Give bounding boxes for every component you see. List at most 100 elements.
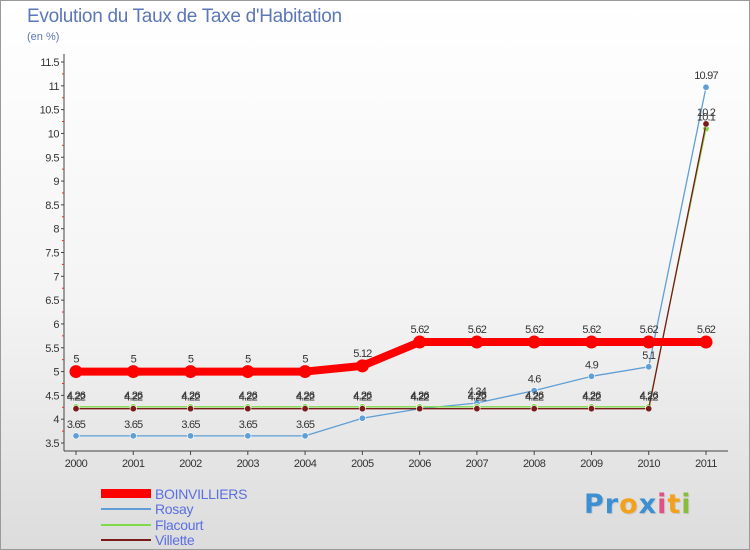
data-point bbox=[301, 432, 309, 440]
x-tick-label: 2000 bbox=[65, 458, 88, 470]
logo-letter: r bbox=[604, 489, 620, 520]
x-tick-label: 2002 bbox=[179, 458, 202, 470]
logo-letter: x bbox=[638, 489, 658, 520]
data-label: 4.34 bbox=[468, 386, 487, 398]
data-label: 4.22 bbox=[468, 392, 487, 404]
data-label: 5.62 bbox=[468, 324, 487, 336]
x-tick-label: 2010 bbox=[637, 458, 660, 470]
series-line-rosay bbox=[75, 86, 707, 437]
data-point bbox=[355, 359, 369, 373]
y-tick-label: 9.5 bbox=[45, 152, 59, 164]
legend-swatch bbox=[101, 539, 151, 542]
y-tick-label: 11 bbox=[49, 81, 60, 93]
data-label: 4.26 bbox=[353, 390, 372, 402]
data-label: 4.22 bbox=[411, 392, 430, 404]
data-label: 5.62 bbox=[582, 324, 601, 336]
x-tick-label: 2006 bbox=[408, 458, 431, 470]
data-label: 4.22 bbox=[239, 392, 258, 404]
data-point bbox=[416, 405, 424, 413]
x-tick-label: 2007 bbox=[466, 458, 489, 470]
data-point bbox=[187, 432, 195, 440]
y-tick-label: 8 bbox=[53, 224, 59, 236]
data-point bbox=[699, 335, 713, 349]
y-tick-label: 6.5 bbox=[45, 295, 59, 307]
data-label: 4.6 bbox=[528, 374, 542, 386]
legend-swatch bbox=[101, 489, 151, 499]
x-tick-label: 2004 bbox=[294, 458, 317, 470]
logo-letter: o bbox=[619, 489, 639, 520]
data-point bbox=[126, 365, 140, 379]
data-point bbox=[244, 432, 252, 440]
y-tick-label: 9 bbox=[53, 176, 59, 188]
data-label: 4.22 bbox=[296, 392, 315, 404]
data-point bbox=[587, 372, 595, 380]
series-line-flacourt bbox=[75, 128, 707, 408]
legend-swatch bbox=[101, 523, 151, 526]
data-point bbox=[69, 365, 83, 379]
y-tick-label: 5.5 bbox=[45, 343, 59, 355]
data-label: 4.26 bbox=[296, 390, 315, 402]
data-label: 4.26 bbox=[239, 390, 258, 402]
y-tick-label: 3.5 bbox=[45, 438, 59, 450]
data-label: 3.65 bbox=[67, 419, 86, 431]
data-point bbox=[358, 414, 366, 422]
y-tick-label: 10.5 bbox=[40, 105, 60, 117]
legend-label: BOINVILLIERS bbox=[155, 485, 248, 502]
data-label: 5 bbox=[131, 354, 137, 366]
data-label: 4.9 bbox=[585, 359, 599, 371]
data-label: 5 bbox=[302, 354, 308, 366]
data-point bbox=[702, 120, 710, 128]
data-label: 5.62 bbox=[640, 324, 659, 336]
chart-legend: BOINVILLIERS Rosay Flacourt Villette bbox=[101, 486, 247, 548]
y-tick-label: 4 bbox=[53, 414, 59, 426]
data-label: 3.65 bbox=[239, 419, 258, 431]
data-label: 4.22 bbox=[181, 392, 200, 404]
logo-letter: i bbox=[681, 489, 692, 520]
data-point bbox=[473, 405, 481, 413]
data-point bbox=[530, 387, 538, 395]
legend-item: Villette bbox=[101, 532, 247, 548]
legend-item: Rosay bbox=[101, 501, 247, 518]
series-line-villette bbox=[75, 123, 707, 410]
data-point bbox=[241, 365, 255, 379]
data-label: 5.62 bbox=[697, 324, 716, 336]
data-label: 4.22 bbox=[353, 392, 372, 404]
logo-letter: i bbox=[657, 489, 668, 520]
data-label: 4.26 bbox=[124, 390, 143, 402]
legend-swatch bbox=[101, 508, 151, 511]
data-point bbox=[645, 405, 653, 413]
data-label: 10.97 bbox=[694, 70, 718, 82]
legend-item: BOINVILLIERS bbox=[101, 486, 247, 502]
data-label: 4.26 bbox=[582, 390, 601, 402]
data-point bbox=[72, 405, 80, 413]
data-label: 4.26 bbox=[411, 390, 430, 402]
data-point bbox=[702, 83, 710, 91]
data-point bbox=[645, 363, 653, 371]
data-label: 4.26 bbox=[468, 390, 487, 402]
y-tick-label: 7 bbox=[53, 271, 59, 283]
data-point bbox=[129, 405, 137, 413]
x-tick-label: 2003 bbox=[237, 458, 260, 470]
y-tick-label: 11.5 bbox=[40, 57, 59, 69]
data-label: 4.26 bbox=[525, 390, 544, 402]
y-tick-label: 7.5 bbox=[45, 248, 59, 260]
y-tick-label: 6 bbox=[53, 319, 59, 331]
data-label: 10.2 bbox=[697, 107, 716, 119]
y-tick-label: 5 bbox=[53, 367, 59, 379]
data-point bbox=[584, 335, 598, 349]
x-tick-label: 2011 bbox=[695, 458, 717, 470]
data-label: 5.62 bbox=[525, 324, 544, 336]
data-label: 5 bbox=[188, 354, 194, 366]
legend-item: Flacourt bbox=[101, 517, 247, 533]
chart-title: Evolution du Taux de Taxe d'Habitation bbox=[27, 6, 342, 27]
y-tick-label: 8.5 bbox=[45, 200, 59, 212]
x-tick-label: 2008 bbox=[523, 458, 546, 470]
data-point bbox=[301, 405, 309, 413]
data-point bbox=[530, 405, 538, 413]
data-label: 4.22 bbox=[411, 392, 430, 404]
legend-label: Rosay bbox=[155, 501, 194, 518]
data-label: 5 bbox=[73, 354, 79, 366]
x-tick-label: 2001 bbox=[122, 458, 145, 470]
